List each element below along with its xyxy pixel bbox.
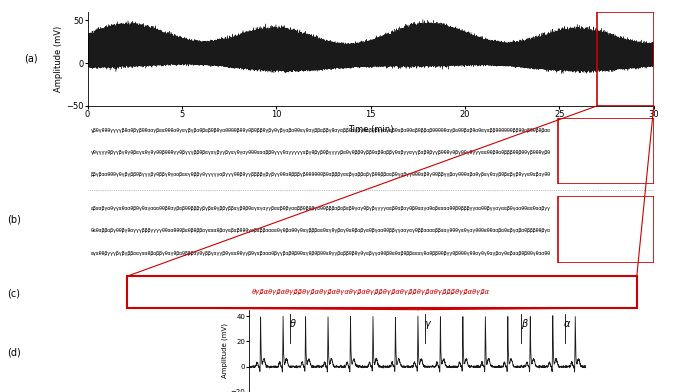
Text: α: α — [564, 319, 570, 328]
X-axis label: Time (min): Time (min) — [348, 125, 394, 134]
Text: γβθγθθθγγγγβθαθβγβθθααγβααθθθαθγαγβγβαθβαβθβθγαθθθθβθθγθβθββθγβγθγβγαβαθθαγθαγββ: γβθγθθθγγγγβθαθβγβθθααγβααθθθαθγαγβγβαθβ… — [90, 127, 551, 132]
Text: (a): (a) — [24, 54, 38, 64]
Text: θ: θ — [290, 319, 296, 328]
Text: (d): (d) — [7, 348, 20, 358]
Text: αβααβγαθγγαθααθβθγθαγαααθθβθαγβαβθθβββγβγβαθγββγββαγβθβθαγαγαγγβααβθβγααββθβθβγα: αβααβγαθγγαθααθβθγθαγαααθθβθαγβαβθθβββγβ… — [90, 206, 551, 211]
Y-axis label: Amplitude (mV): Amplitude (mV) — [221, 323, 228, 378]
Bar — [557, 118, 654, 184]
Text: γθγγγγθβγγβγθγθβαγαθγθγθθβθθθγγθβγγγββθβαγαγβγγβγαγθγαγθθθαααββθγγγθαγγγγγαβγθβγ: γθγγγγθβγγβγθγθβαγαθγθγθθβθθθγγθβγγγββθβ… — [90, 150, 551, 154]
Text: θαθαββαβγθθβγθαγγγβββγγγγθθααθθθβαθβθββαγαααθβαγαβαβθθθγαβαββααααθγθβαθθγθαγβββα: θαθαββαβγθθβγθαγγγβββγγγγθθααθθθβαθβθββα… — [90, 228, 551, 233]
Text: αγαθθβγγγβγβγββααγααθβαββγθαγθβαθβββαγθγββγαγγβθγααθθγγβθγαβαααθβγγβαβθβθθαγθβθβ: αγαθθβγγγβγβγββααγααθβαββγθαγθβαθβββαγθγ… — [90, 250, 551, 256]
Text: (c): (c) — [7, 289, 20, 299]
Text: (b): (b) — [7, 214, 21, 225]
Text: θγβαθγβαθγββθγβαθγβαθγαθγβαθγββθγβαθγββθγβαθγβββθγβαθγβα: θγβαθγβαθγββθγβαθγβαθγαθγβαθγββθγβαθγββθ… — [251, 289, 490, 295]
Text: β: β — [521, 319, 527, 328]
Text: ββγβααθθθγθγβγββθβγγγβγθββγθγααβααγθββγθγγγγγαβγγγθθβθγγββββγβγβγγθθαθβββγβθθθθθ: ββγβααθθθγθγβγββθβγγγβγθββγθγααβααγθββγθ… — [90, 172, 551, 177]
Bar — [597, 12, 654, 106]
Text: γ: γ — [425, 319, 431, 328]
Y-axis label: Amplitude (mV): Amplitude (mV) — [54, 25, 63, 92]
Bar — [557, 196, 654, 263]
